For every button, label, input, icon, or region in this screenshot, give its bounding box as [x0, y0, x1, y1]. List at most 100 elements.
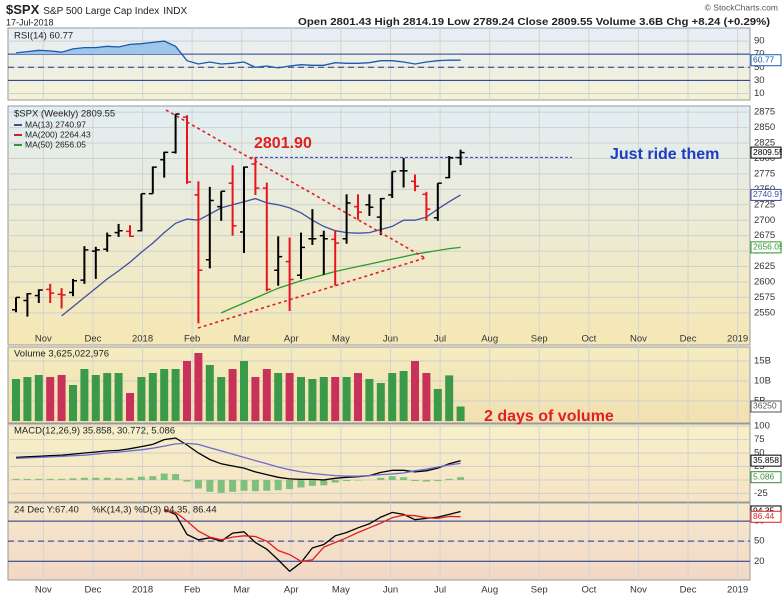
x-tick-label: Dec — [680, 585, 697, 596]
series-line — [15, 40, 461, 69]
volume-bar — [456, 406, 465, 421]
x-tick-label: Apr — [284, 585, 299, 596]
y-tick-label: 2875 — [754, 107, 775, 118]
x-tick-label: Nov — [35, 334, 52, 345]
index-name: S&P 500 Large Cap Index — [43, 6, 159, 17]
histogram-bar — [35, 478, 43, 480]
y-tick-label: 2825 — [754, 138, 775, 149]
x-tick-label: Jul — [434, 585, 446, 596]
histogram-bar — [286, 479, 294, 490]
y-tick-label: 10 — [754, 88, 765, 99]
x-tick-label: Sep — [531, 585, 548, 596]
volume-bar — [251, 377, 260, 421]
x-tick-label: Mar — [234, 334, 250, 345]
volume-bar — [46, 377, 55, 421]
histogram-bar — [240, 479, 248, 491]
volume-bar — [91, 375, 100, 421]
y-tick-label: 2775 — [754, 168, 775, 179]
value-box-label: 35.858 — [753, 455, 779, 465]
x-tick-label: Feb — [184, 334, 200, 345]
x-tick-label: Nov — [35, 585, 52, 596]
volume-bar — [114, 373, 123, 421]
volume-bar — [388, 373, 397, 421]
series-line — [15, 442, 461, 477]
y-tick-label: 2550 — [754, 307, 775, 318]
x-tick-label: Dec — [84, 334, 101, 345]
y-tick-label: 10B — [754, 376, 771, 387]
volume-bar — [137, 377, 146, 421]
x-tick-label: 2019 — [727, 334, 748, 345]
date: 17-Jul-2018 — [6, 17, 54, 27]
value-box — [750, 188, 782, 201]
x-tick-label: Jun — [383, 585, 398, 596]
stoch-readout: 24 Dec Y:67.40 — [14, 505, 79, 516]
macd-legend: MACD(12,26,9) 35.858, 30.772, 5.086 — [14, 426, 175, 437]
histogram-bar — [160, 473, 168, 480]
series-line — [164, 510, 461, 562]
legend-entry: MA(50) 2656.05 — [25, 139, 86, 149]
histogram-bar — [354, 479, 362, 481]
y-tick-label: 90 — [754, 36, 765, 47]
value-box — [750, 241, 782, 254]
histogram-bar — [58, 478, 66, 480]
x-tick-label: 2018 — [132, 334, 153, 345]
volume-bar — [80, 369, 89, 421]
volume-legend: Volume 3,625,022,976 — [14, 349, 109, 360]
volume-bar — [183, 361, 191, 421]
volume-bar — [399, 371, 408, 421]
x-tick-label: Apr — [284, 334, 299, 345]
value-box-label: 2656.05 — [753, 242, 782, 252]
header-title: $SPX S&P 500 Large Cap Index INDX — [6, 2, 187, 17]
x-tick-label: Oct — [581, 585, 596, 596]
annotation: 2801.90 — [254, 135, 312, 152]
histogram-bar — [377, 477, 385, 480]
y-tick-label: -25 — [754, 488, 768, 499]
volume-bar — [228, 369, 237, 421]
histogram-bar — [457, 477, 465, 480]
histogram-bar — [115, 478, 123, 480]
value-box-label: 60.77 — [753, 54, 775, 64]
rsi-plot — [8, 28, 750, 100]
x-tick-label: Aug — [481, 334, 498, 345]
series-line — [163, 509, 461, 573]
value-box — [750, 510, 782, 523]
value-box-label: 86.44 — [753, 511, 775, 521]
x-tick-label: Dec — [680, 334, 697, 345]
histogram-bar — [343, 479, 351, 482]
price-plot — [8, 106, 750, 345]
x-tick-label: Feb — [184, 585, 200, 596]
y-tick-label: 75 — [754, 434, 765, 445]
volume-bar — [308, 379, 317, 421]
histogram-bar — [126, 477, 134, 480]
volume-bar — [297, 377, 305, 421]
y-tick-label: 2600 — [754, 276, 775, 287]
x-tick-label: Sep — [531, 334, 548, 345]
volume-bar — [57, 375, 66, 421]
macd-plot — [8, 424, 750, 502]
macd-panel — [7, 423, 751, 503]
histogram-bar — [297, 479, 305, 488]
y-tick-label: 2850 — [754, 122, 775, 133]
histogram-bar — [274, 479, 282, 491]
volume-bar — [319, 377, 328, 421]
histogram-bar — [445, 478, 453, 480]
y-tick-label: 2625 — [754, 261, 775, 272]
symbol: $SPX — [6, 2, 40, 17]
volume-bar — [148, 373, 157, 421]
legend-entry: MA(200) 2264.43 — [25, 129, 91, 139]
histogram-bar — [388, 476, 396, 480]
volume-bar — [376, 383, 385, 421]
volume-bar — [422, 373, 431, 421]
histogram-bar — [400, 477, 408, 480]
y-tick-label: 70 — [754, 49, 765, 60]
histogram-bar — [320, 479, 328, 486]
x-tick-label: Dec — [84, 585, 101, 596]
volume-bar — [365, 379, 374, 421]
stoch-legend: %K(14,3) %D(3) 94.35, 86.44 — [92, 505, 217, 516]
histogram-bar — [183, 479, 191, 482]
y-tick-label: 2575 — [754, 292, 775, 303]
histogram-bar — [206, 479, 214, 492]
volume-bar — [285, 373, 294, 421]
y-tick-label: 2700 — [754, 215, 775, 226]
